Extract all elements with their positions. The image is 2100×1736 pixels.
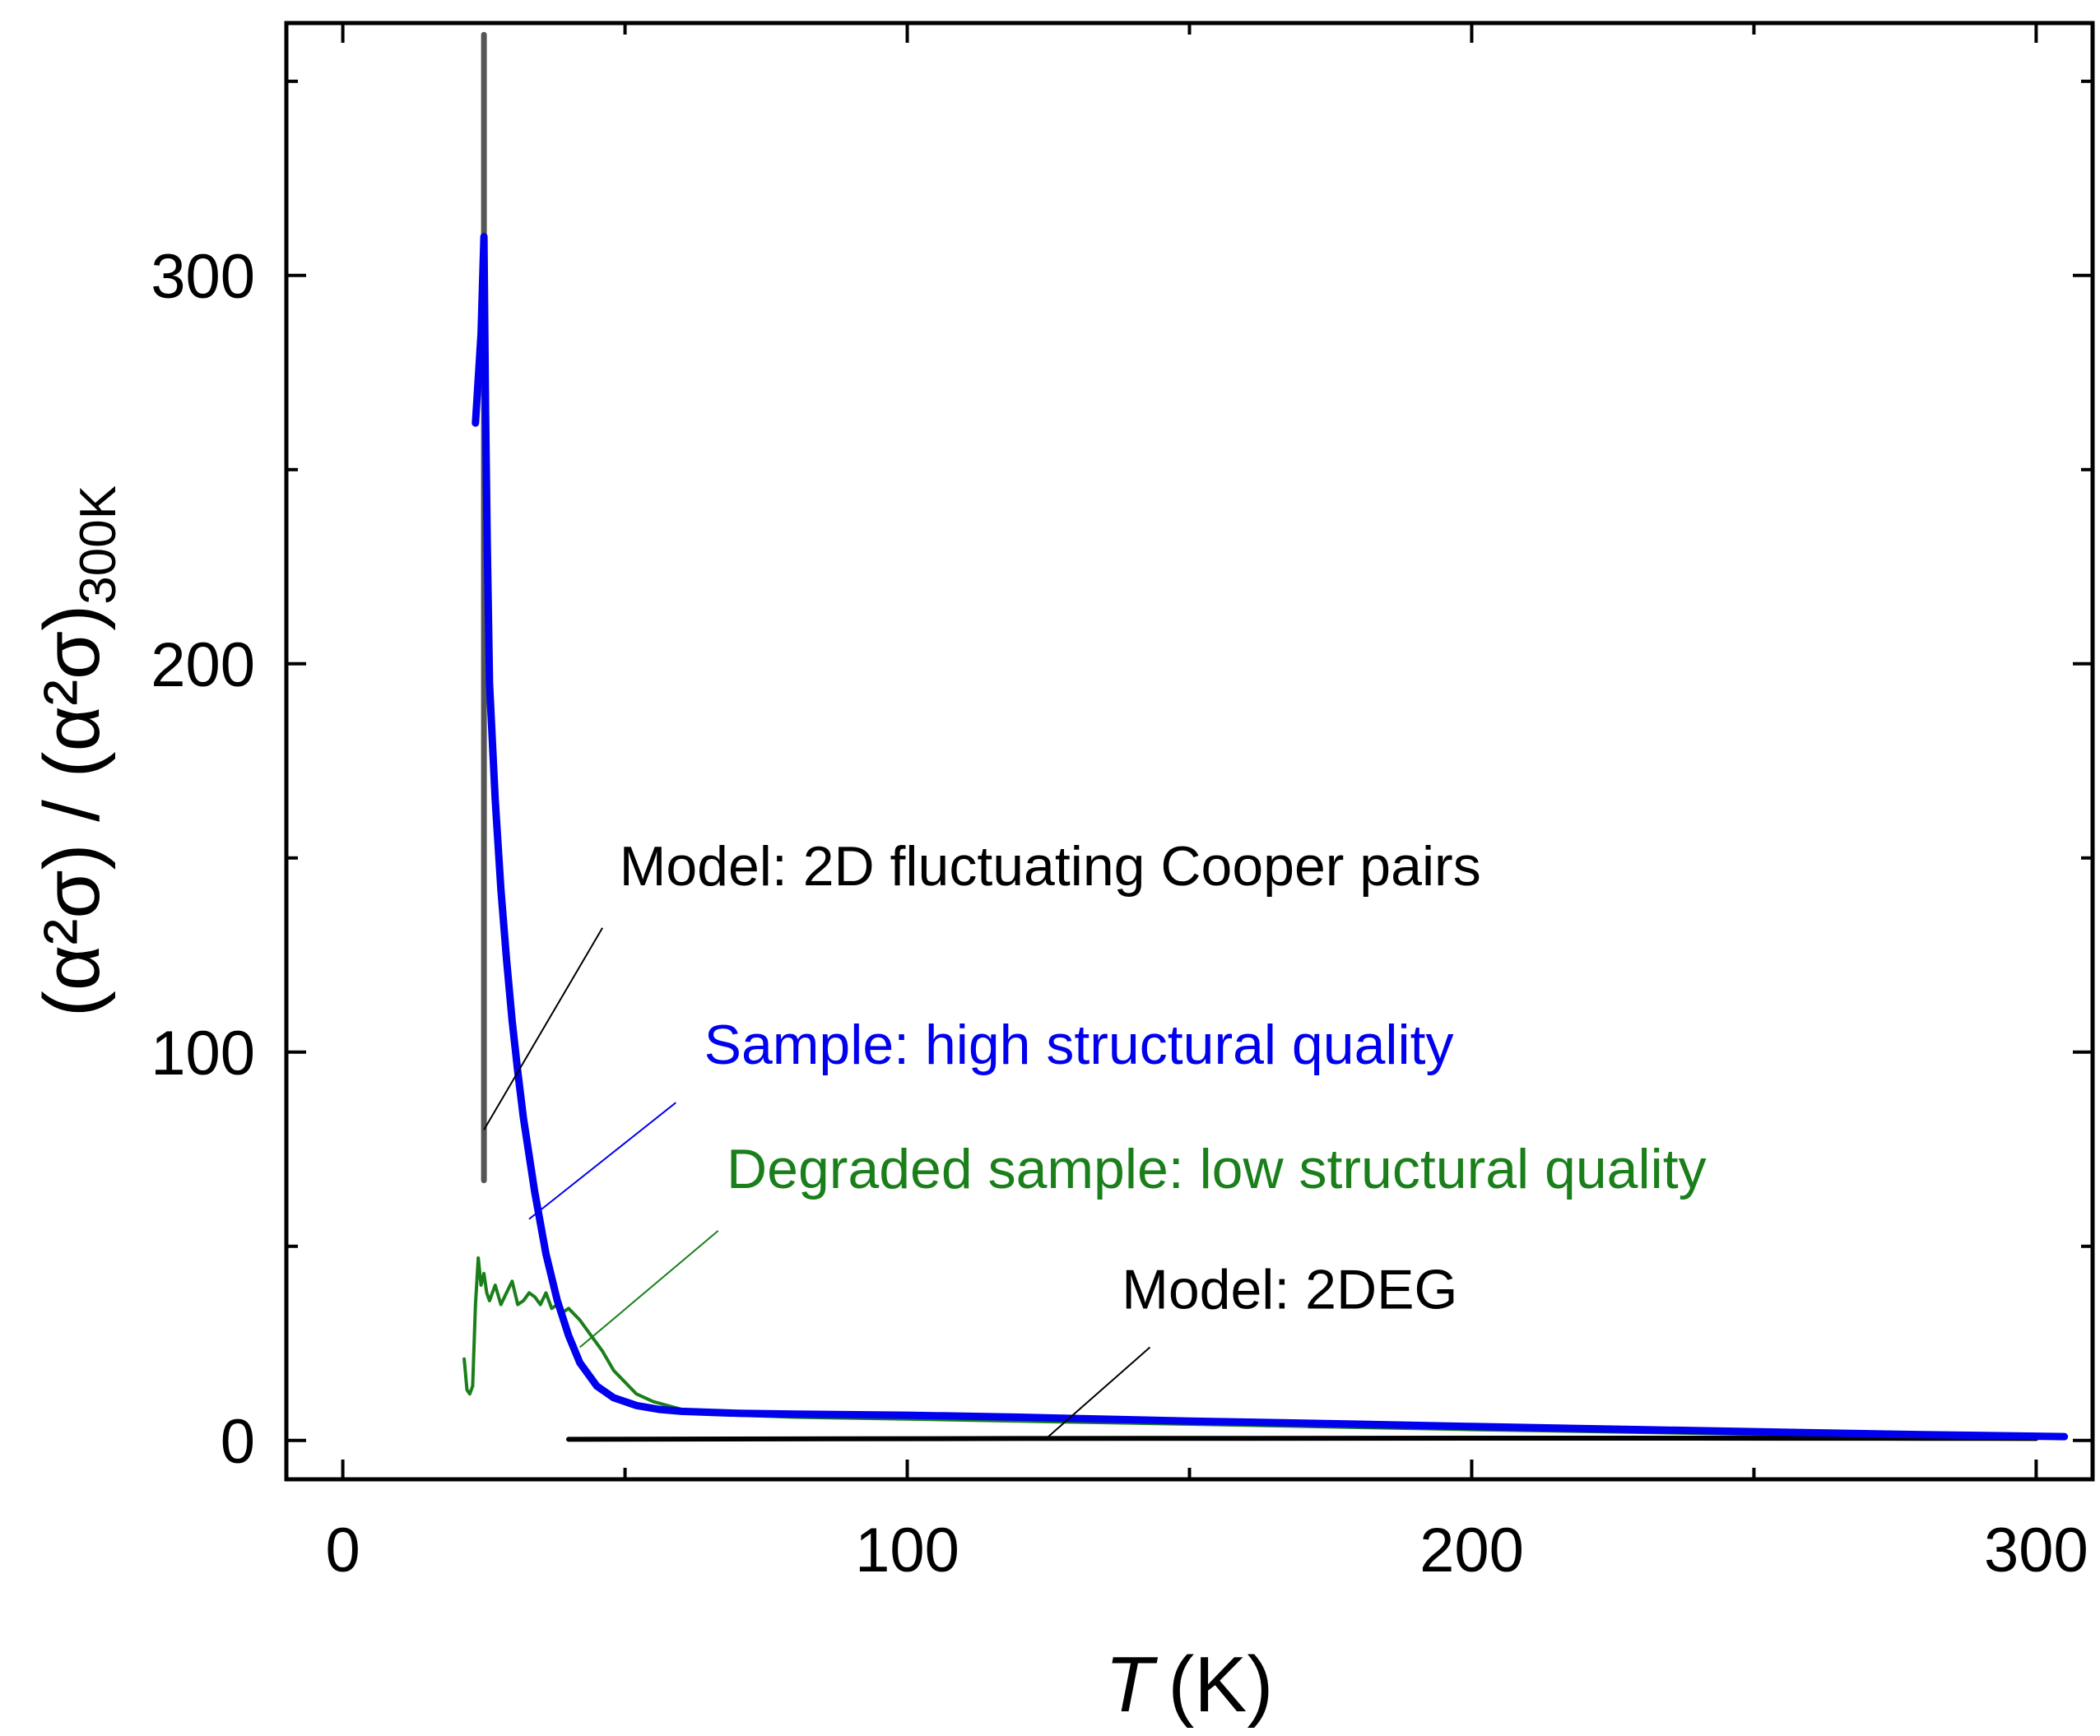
annotation-cooper-pairs-model-label: Model: 2D fluctuating Cooper pairs bbox=[620, 835, 1481, 898]
x-tick-label: 0 bbox=[325, 1516, 360, 1585]
series-2deg-model bbox=[566, 1436, 2039, 1442]
x-axis-title: T (K) bbox=[1105, 1641, 1274, 1729]
y-axis-numerator: (α²σ) bbox=[28, 843, 116, 1017]
y-axis-denominator: (α²σ) bbox=[28, 605, 116, 778]
series-high-quality-sample bbox=[472, 233, 2069, 1441]
annotation-degraded-sample-label: Degraded sample: low structural quality bbox=[727, 1138, 1707, 1200]
annotation-cooper-pairs-model-pointer bbox=[483, 927, 603, 1130]
y-tick-label: 100 bbox=[151, 1019, 255, 1088]
x-axis-variable: T bbox=[1105, 1641, 1159, 1729]
annotation-2deg-model-pointer bbox=[1048, 1346, 1151, 1437]
annotation-high-quality-sample-pointer bbox=[528, 1102, 676, 1220]
y-axis-subscript: 300K bbox=[70, 485, 127, 605]
x-tick-label: 300 bbox=[1984, 1516, 2088, 1585]
y-tick-label: 0 bbox=[221, 1407, 255, 1477]
x-tick-label: 200 bbox=[1419, 1516, 1524, 1585]
annotation-high-quality-sample-label: Sample: high structural quality bbox=[704, 1014, 1454, 1076]
x-axis-unit: (K) bbox=[1168, 1641, 1273, 1729]
annotation-2deg-model-label: Model: 2DEG bbox=[1122, 1258, 1457, 1321]
y-tick-label: 200 bbox=[151, 630, 255, 700]
x-tick-label: 100 bbox=[855, 1516, 959, 1585]
data-series bbox=[462, 31, 2069, 1442]
y-tick-label: 300 bbox=[151, 242, 255, 312]
y-axis-separator: / bbox=[28, 777, 116, 843]
annotations: Model: 2D fluctuating Cooper pairs Sample… bbox=[483, 835, 1707, 1437]
y-axis-title: (α²σ) / (α²σ)300K bbox=[28, 485, 127, 1017]
annotation-degraded-sample-pointer bbox=[579, 1230, 719, 1348]
axis-ticks: 0 100 200 300 0 100 200 300 bbox=[151, 23, 2093, 1585]
